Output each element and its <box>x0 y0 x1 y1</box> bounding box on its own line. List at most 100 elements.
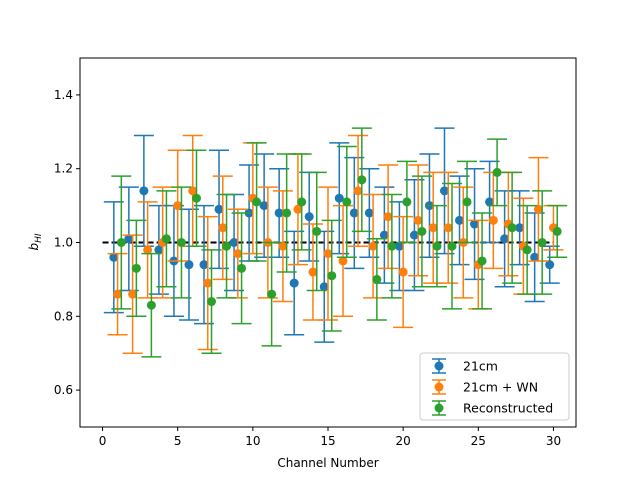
data-point <box>411 175 432 288</box>
marker <box>161 234 171 244</box>
marker <box>222 241 232 251</box>
data-point <box>178 208 199 321</box>
marker <box>447 241 457 251</box>
marker <box>312 226 322 236</box>
x-tick-label: 25 <box>471 434 486 448</box>
marker <box>334 193 344 203</box>
marker <box>432 241 442 251</box>
data-point <box>351 127 372 233</box>
y-tick-label: 0.8 <box>54 309 73 323</box>
data-point <box>532 190 553 295</box>
legend-marker <box>434 361 444 371</box>
data-point <box>509 190 530 266</box>
marker <box>372 274 382 284</box>
legend-box <box>419 352 570 421</box>
marker <box>530 252 540 262</box>
x-tick-label: 10 <box>245 434 260 448</box>
marker <box>233 249 243 259</box>
marker <box>477 256 487 266</box>
marker <box>176 238 186 247</box>
y-axis-ticks: 0.6 0.8 1.0 1.2 1.4 <box>54 88 80 397</box>
marker <box>455 215 465 225</box>
series-3 <box>111 127 568 358</box>
marker <box>439 186 449 196</box>
marker <box>338 256 348 266</box>
data-point <box>344 156 365 270</box>
data-point <box>201 249 222 354</box>
x-tick-label: 20 <box>396 434 411 448</box>
data-point <box>216 193 237 299</box>
data-point <box>107 252 128 336</box>
marker <box>323 249 333 259</box>
marker <box>353 186 363 196</box>
marker <box>308 267 318 277</box>
marker <box>470 219 480 229</box>
marker <box>387 241 397 251</box>
data-point <box>272 190 293 303</box>
marker <box>379 230 389 240</box>
x-tick-label: 15 <box>320 434 335 448</box>
data-point <box>148 204 169 295</box>
marker <box>304 212 314 222</box>
y-axis-label: bHI <box>27 233 44 250</box>
marker <box>184 260 194 270</box>
marker <box>349 208 359 218</box>
data-point <box>449 175 470 266</box>
data-point <box>306 171 327 292</box>
data-point <box>194 204 214 325</box>
data-point <box>374 186 395 284</box>
marker <box>492 167 502 177</box>
marker <box>552 226 562 236</box>
marker <box>413 215 423 225</box>
marker <box>383 212 393 222</box>
marker <box>188 186 198 196</box>
data-point <box>133 134 154 247</box>
marker <box>364 208 374 218</box>
data-point <box>404 179 425 292</box>
marker <box>116 238 126 247</box>
data-point <box>171 186 192 299</box>
marker <box>409 230 419 240</box>
marker <box>143 245 153 255</box>
data-point <box>359 167 380 259</box>
marker <box>357 175 367 185</box>
data-point <box>524 212 545 303</box>
legend-entry-2: 21cm + WN <box>432 379 538 395</box>
data-point <box>438 171 459 284</box>
data-point <box>502 171 523 284</box>
data-point <box>329 142 350 255</box>
y-tick-label: 0.6 <box>54 383 73 397</box>
data-point <box>464 167 485 281</box>
marker <box>545 260 555 270</box>
marker <box>289 278 299 288</box>
y-tick-label: 1.0 <box>54 236 73 250</box>
legend-label: 21cm + WN <box>463 380 538 395</box>
marker <box>146 300 156 310</box>
x-tick-label: 0 <box>99 434 107 448</box>
marker <box>485 197 495 207</box>
data-point <box>186 149 207 247</box>
marker <box>500 234 510 244</box>
data-point <box>396 160 417 244</box>
legend-entry-1: 21cm <box>432 358 498 374</box>
data-point <box>209 149 230 270</box>
data-point <box>479 160 500 244</box>
data-point <box>302 223 323 321</box>
marker <box>267 289 277 299</box>
marker <box>113 289 123 299</box>
marker <box>124 234 134 244</box>
marker <box>218 223 228 233</box>
marker <box>402 197 412 207</box>
marker <box>274 208 284 218</box>
series-2 <box>107 134 564 354</box>
marker <box>173 201 183 211</box>
marker <box>297 197 307 207</box>
data-point <box>291 153 312 251</box>
marker <box>203 278 213 288</box>
data-point <box>472 212 493 310</box>
marker <box>488 215 498 225</box>
x-axis-ticks: 0 5 10 15 20 25 30 <box>99 427 561 448</box>
marker <box>131 263 141 273</box>
data-point <box>333 204 354 318</box>
data-point <box>118 186 139 292</box>
